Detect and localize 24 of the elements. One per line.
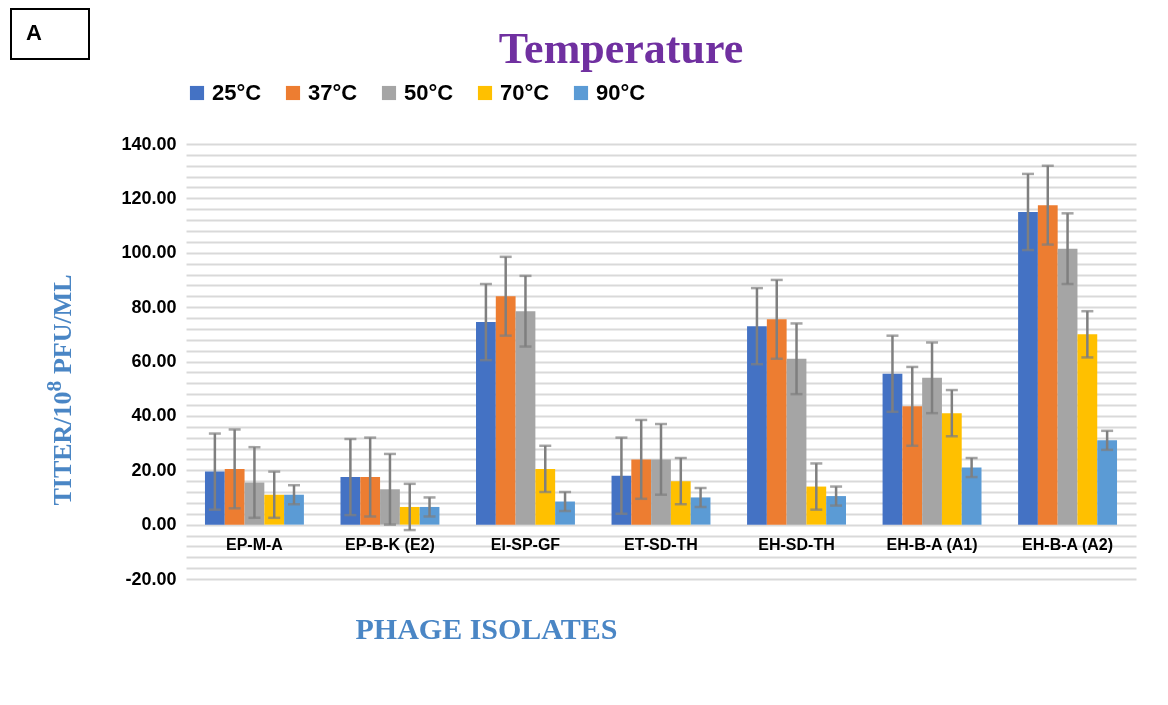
legend-label: 50°C — [404, 80, 454, 105]
x-tick-label: EH-SD-TH — [758, 536, 835, 554]
y-tick-label: -20.00 — [125, 568, 177, 589]
x-tick-label: EI-SP-GF — [490, 536, 561, 554]
y-tick-label: 0.00 — [141, 514, 177, 535]
y-tick-label: 60.00 — [131, 351, 177, 371]
y-tick-label: 80.00 — [131, 296, 177, 317]
x-tick-label: EP-M-A — [225, 536, 284, 554]
x-axis-title: PHAGE ISOLATES — [355, 612, 618, 646]
legend-label: 70°C — [500, 80, 550, 105]
legend-label: 37°C — [308, 80, 358, 105]
x-tick-label: EP-B-K (E2) — [345, 536, 435, 554]
x-tick-label: EH-B-A (A2) — [1022, 536, 1114, 554]
legend-label: 90°C — [596, 80, 646, 105]
y-tick-label: 140.00 — [121, 133, 177, 154]
y-tick-label: 100.00 — [121, 242, 177, 263]
x-tick-label: ET-SD-TH — [624, 536, 698, 554]
y-tick-label: 20.00 — [131, 459, 177, 480]
x-tick-label: EH-B-A (A1) — [886, 536, 978, 554]
chart-title: Temperature — [498, 24, 744, 73]
legend-label: 25°C — [212, 80, 262, 105]
y-tick-label: 120.00 — [121, 187, 177, 208]
y-tick-label: 40.00 — [131, 405, 177, 426]
text: A — [10, 8, 90, 60]
